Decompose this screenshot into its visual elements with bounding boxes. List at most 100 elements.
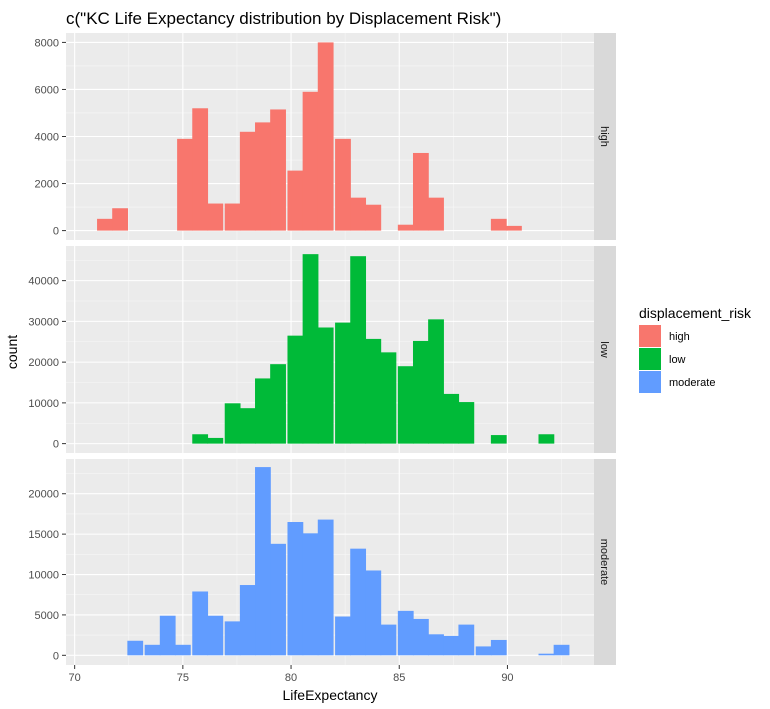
histogram-bar [350,256,367,444]
histogram-bar [490,218,507,231]
histogram-bar [177,138,193,231]
y-tick-label: 10000 [28,398,59,410]
histogram-bar [397,610,414,656]
histogram-bar [207,615,224,656]
histogram-bar [335,322,351,444]
histogram-bar [397,366,414,444]
panel-high: 0 2000 4000 6000 8000 high [35,33,616,240]
x-tick-label: 70 [69,672,81,684]
histogram-bar [287,335,304,444]
x-tick-label: 85 [393,672,405,684]
histogram-bar [317,519,334,656]
histogram-bar [428,319,444,444]
legend-title: displacement_risk [639,305,752,321]
legend-swatch [639,325,661,347]
histogram-bar [255,378,271,444]
histogram-bar [239,131,256,231]
histogram-bar [97,218,113,231]
facet-strip [594,246,616,453]
histogram-bar [428,634,444,656]
x-tick-label: 90 [501,672,513,684]
histogram-bar [350,197,367,231]
histogram-bar [553,644,570,656]
y-tick-label: 4000 [35,132,59,144]
histogram-bar [270,109,286,231]
legend-swatch [639,371,661,393]
histogram-bar [538,434,555,444]
facet-strip-label: high [598,126,610,147]
histogram-bar [144,644,161,656]
y-tick-label: 0 [53,226,59,238]
legend: displacement_risk high low moderate [639,305,752,393]
histogram-bar [192,591,209,656]
histogram-bar [365,570,382,656]
histogram-bar [287,522,304,656]
histogram-bar [224,621,241,656]
y-tick-label: 8000 [35,37,59,49]
histogram-bar [412,340,429,444]
histogram-bar [335,616,351,656]
histogram-bar [317,327,334,444]
y-axis-label: count [4,335,20,369]
y-tick-label: 15000 [28,529,59,541]
histogram-bar [443,393,460,444]
y-tick-label: 30000 [28,316,59,328]
x-axis-label: LifeExpectancy [283,687,378,703]
x-axis: 70 75 80 85 90 [69,665,514,684]
facet-strip-label: low [598,341,610,358]
legend-swatch [639,348,661,370]
histogram-bar [127,640,144,656]
histogram-bar [365,204,382,231]
x-tick-label: 80 [285,672,297,684]
histogram-bar [412,152,429,231]
x-tick-label: 75 [177,672,189,684]
histogram-bar [192,434,209,444]
histogram-bar [270,364,286,444]
histogram-bar [365,338,382,444]
panel-moderate: 0 5000 10000 15000 20000 moderate [28,459,616,665]
y-tick-label: 0 [53,439,59,451]
histogram-bar [350,548,367,656]
histogram-bar [397,224,414,231]
histogram-bar [317,42,334,231]
histogram-bar [335,138,351,231]
histogram-bar [380,352,397,444]
y-tick-label: 0 [53,650,59,662]
histogram-bar [159,615,176,656]
histogram-bar [490,639,507,656]
histogram-bar [239,408,256,444]
histogram-bar [112,208,128,231]
histogram-bar [255,467,271,656]
histogram-bar [224,203,241,231]
facet-panels: 0 2000 4000 6000 8000 high 0 10000 20000 30000 400… [28,33,616,665]
histogram-bar [428,197,444,231]
histogram-bar [506,225,522,231]
histogram-bar [239,585,256,656]
y-tick-label: 5000 [35,610,59,622]
y-tick-label: 20000 [28,357,59,369]
histogram-bar [302,533,319,656]
histogram-bar [302,254,319,444]
histogram-bar [270,543,286,656]
facet-strip [594,33,616,240]
histogram-bar [380,624,397,656]
histogram-bar [207,437,224,444]
facet-strip-label: moderate [598,539,610,585]
histogram-bar [490,435,507,444]
histogram-bar [224,403,241,444]
histogram-bar [255,122,271,231]
histogram-bar [538,653,555,656]
legend-entry-label: high [669,331,690,343]
histogram-bar [287,170,304,231]
y-tick-label: 2000 [35,179,59,191]
legend-entry-label: low [669,354,686,366]
histogram-bar [458,402,475,444]
y-tick-label: 20000 [28,489,59,501]
histogram-bar [475,646,492,656]
histogram-bar [207,203,224,231]
histogram-bar [458,624,475,656]
facet-strip [594,459,616,665]
y-tick-label: 10000 [28,570,59,582]
histogram-bar [302,91,319,231]
